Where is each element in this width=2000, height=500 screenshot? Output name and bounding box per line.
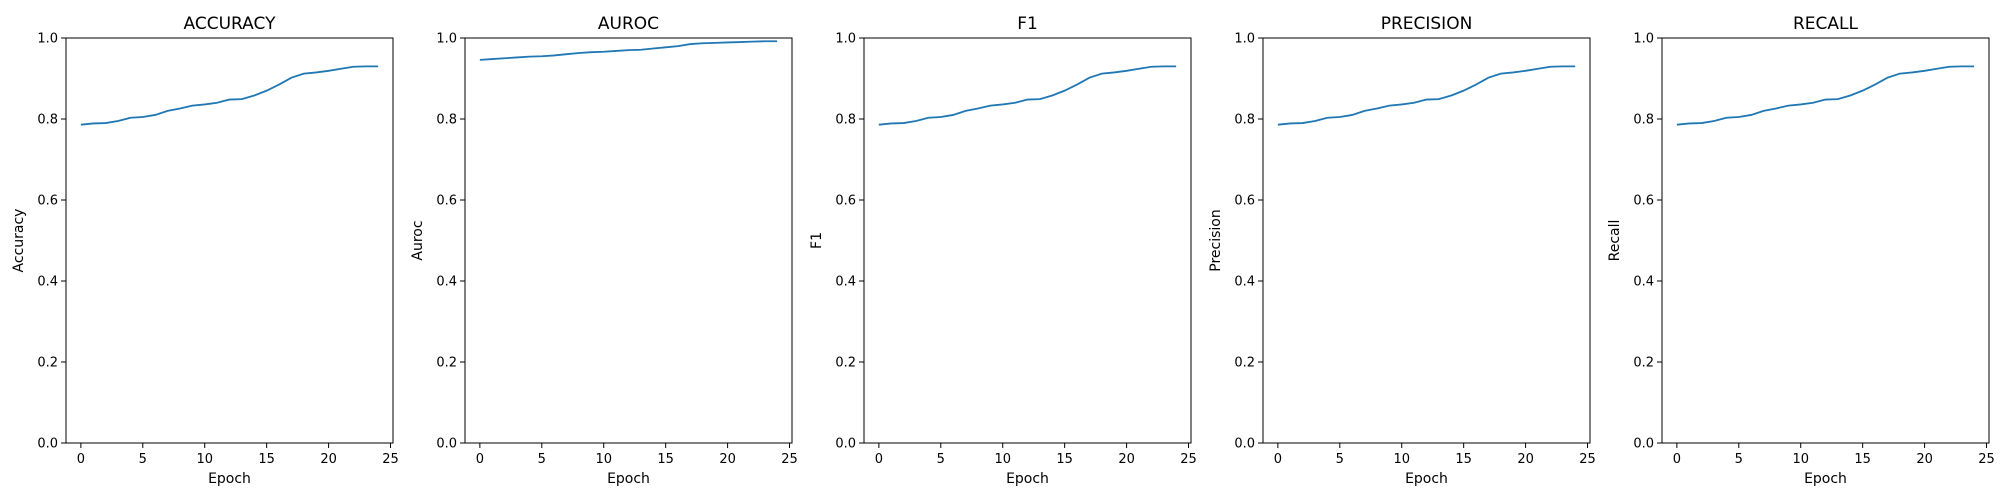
chart-panel-f1: F1 0 5 10 15 20 25 0.0 0.2 0.4 0.6 0.8 1.0 Epoch F1	[809, 14, 1197, 487]
y-tick-label: 0.0	[436, 437, 457, 452]
chart-title: F1	[1017, 14, 1038, 34]
plot-frame	[464, 37, 793, 444]
y-tick-label: 0.2	[835, 356, 856, 371]
y-tick-label: 0.4	[1633, 275, 1654, 290]
y-tick-label: 0.2	[436, 356, 457, 371]
y-tick-label: 0.6	[37, 194, 58, 209]
y-tick-label: 1.0	[1234, 32, 1255, 47]
x-tick-label: 20	[1118, 452, 1135, 467]
y-tick-label: 1.0	[37, 32, 58, 47]
x-tick-label: 5	[1336, 452, 1344, 467]
y-tick-label: 0.2	[1234, 356, 1255, 371]
series-line	[1676, 65, 1975, 126]
chart-title: ACCURACY	[184, 14, 277, 34]
x-tick-label: 0	[1673, 452, 1681, 467]
x-tick-label: 15	[1056, 452, 1073, 467]
y-axis-label: F1	[809, 232, 825, 249]
y-axis-label: Recall	[1607, 220, 1623, 262]
plot-frame	[1262, 37, 1591, 444]
x-tick-label: 15	[657, 452, 674, 467]
y-tick-label: 0.8	[1234, 113, 1255, 128]
y-axis-label: Auroc	[410, 220, 426, 260]
chart-panel-recall: RECALL 0 5 10 15 20 25 0.0 0.2 0.4 0.6 0.8 1.0 Epoch R…	[1607, 14, 1995, 487]
x-tick-label: 10	[1792, 452, 1809, 467]
y-tick-label: 0.4	[1234, 275, 1255, 290]
y-tick-label: 0.8	[436, 113, 457, 128]
x-tick-label: 5	[937, 452, 945, 467]
x-tick-label: 0	[476, 452, 484, 467]
y-tick-label: 0.8	[835, 113, 856, 128]
y-tick-label: 0.0	[37, 437, 58, 452]
y-tick-label: 0.8	[37, 113, 58, 128]
x-tick-label: 5	[538, 452, 546, 467]
y-axis-label: Precision	[1208, 209, 1224, 271]
chart-panel-accuracy: ACCURACY 0 5 10 15 20 25 0.0 0.2 0.4 0.6 0.8 1.0 Epoc…	[11, 14, 399, 487]
x-tick-label: 0	[875, 452, 883, 467]
y-tick-label: 1.0	[835, 32, 856, 47]
x-axis-label: Epoch	[1006, 471, 1049, 487]
y-tick-label: 0.4	[835, 275, 856, 290]
y-tick-label: 0.0	[1633, 437, 1654, 452]
series-line	[878, 65, 1177, 126]
y-tick-label: 0.6	[835, 194, 856, 209]
y-tick-label: 0.0	[835, 437, 856, 452]
x-tick-label: 25	[382, 452, 399, 467]
plot-frame	[863, 37, 1192, 444]
x-tick-label: 5	[1735, 452, 1743, 467]
chart-title: AUROC	[598, 14, 659, 34]
x-axis-label: Epoch	[208, 471, 251, 487]
series-line	[1277, 65, 1576, 126]
chart-panel-precision: PRECISION 0 5 10 15 20 25 0.0 0.2 0.4 0.6 0.8 1.0 Epo…	[1208, 14, 1596, 487]
y-tick-label: 0.6	[1633, 194, 1654, 209]
x-axis-label: Epoch	[1405, 471, 1448, 487]
y-tick-label: 1.0	[436, 32, 457, 47]
x-tick-label: 20	[1517, 452, 1534, 467]
x-axis-label: Epoch	[1804, 471, 1847, 487]
y-tick-label: 1.0	[1633, 32, 1654, 47]
chart-title: RECALL	[1793, 14, 1859, 34]
x-tick-label: 15	[258, 452, 275, 467]
x-tick-label: 25	[1180, 452, 1197, 467]
y-tick-label: 0.4	[37, 275, 58, 290]
x-tick-label: 20	[719, 452, 736, 467]
y-tick-label: 0.2	[37, 356, 58, 371]
series-line	[80, 65, 379, 126]
x-tick-label: 10	[1393, 452, 1410, 467]
y-tick-label: 0.4	[436, 275, 457, 290]
x-tick-label: 25	[1579, 452, 1596, 467]
x-tick-label: 10	[595, 452, 612, 467]
y-tick-label: 0.2	[1633, 356, 1654, 371]
x-tick-label: 25	[781, 452, 798, 467]
x-tick-label: 0	[1274, 452, 1282, 467]
y-axis-label: Accuracy	[11, 209, 27, 273]
chart-panel-auroc: AUROC 0 5 10 15 20 25 0.0 0.2 0.4 0.6 0.8 1.0 Epoch Au…	[410, 14, 798, 487]
y-tick-label: 0.8	[1633, 113, 1654, 128]
x-tick-label: 15	[1455, 452, 1472, 467]
x-tick-label: 5	[139, 452, 147, 467]
plot-frame	[1661, 37, 1990, 444]
plot-frame	[65, 37, 394, 444]
y-tick-label: 0.6	[436, 194, 457, 209]
y-tick-label: 0.0	[1234, 437, 1255, 452]
x-tick-label: 10	[196, 452, 213, 467]
x-tick-label: 15	[1854, 452, 1871, 467]
chart-title: PRECISION	[1381, 14, 1473, 34]
x-tick-label: 0	[77, 452, 85, 467]
x-axis-label: Epoch	[607, 471, 650, 487]
y-tick-label: 0.6	[1234, 194, 1255, 209]
x-tick-label: 20	[320, 452, 337, 467]
series-line	[479, 40, 778, 61]
x-tick-label: 20	[1916, 452, 1933, 467]
x-tick-label: 25	[1978, 452, 1995, 467]
x-tick-label: 10	[994, 452, 1011, 467]
